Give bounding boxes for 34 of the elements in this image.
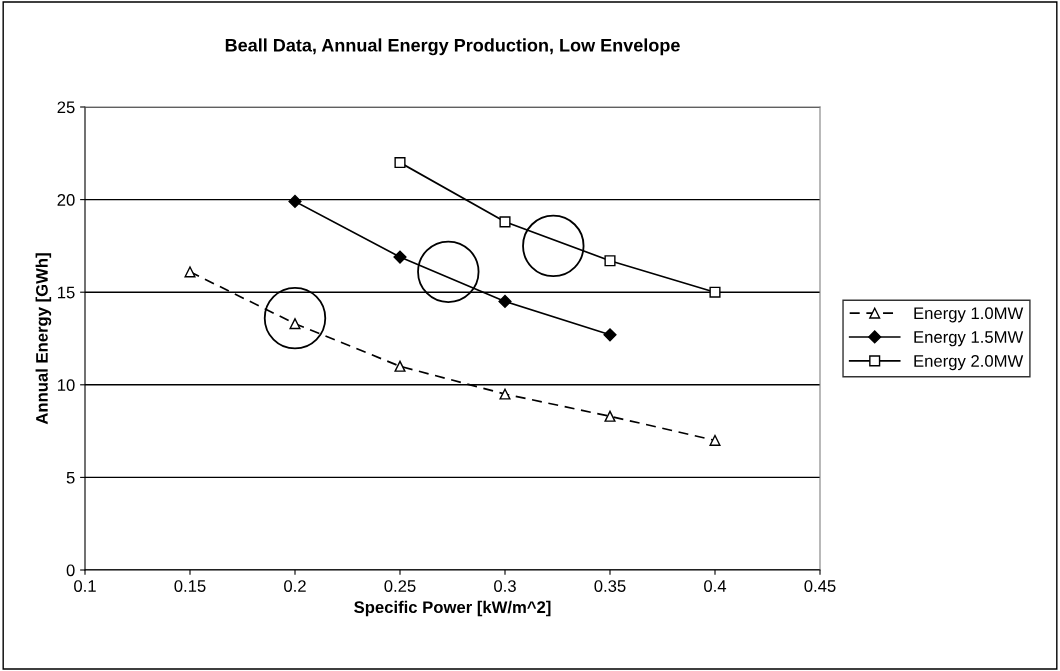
x-tick-label: 0.45: [804, 580, 836, 592]
chart-title: Beall Data, Annual Energy Production, Low Envelope: [225, 38, 680, 56]
y-tick-label: 0: [66, 564, 75, 577]
y-tick-label: 20: [57, 194, 75, 206]
legend-label: Energy 2.0MW: [914, 355, 1024, 371]
legend-label: Energy 1.0MW: [914, 307, 1024, 323]
point: [498, 294, 512, 309]
y-axis-title: Annual Energy [GWh]: [35, 253, 52, 425]
x-tick-label: 0.1: [74, 580, 96, 592]
y-tick-label: 5: [66, 471, 75, 484]
x-axis-title: Specific Power [kW/m^2]: [354, 600, 551, 617]
point: [184, 266, 196, 278]
y-tick-label: 10: [58, 379, 75, 391]
point: [709, 286, 721, 298]
point: [394, 157, 406, 169]
point: [604, 255, 616, 267]
x-tick-label: 0.2: [284, 580, 306, 592]
x-tick-label: 0.4: [704, 580, 727, 592]
y-tick-label: 15: [58, 286, 75, 299]
point: [394, 360, 406, 372]
point: [393, 250, 407, 264]
x-tick-label: 0.15: [174, 580, 206, 592]
point: [499, 216, 511, 228]
y-tick-label: 25: [57, 101, 75, 114]
legend-label: Energy 1.5MW: [914, 331, 1024, 347]
point: [603, 328, 617, 342]
point: [499, 388, 511, 400]
point: [289, 318, 301, 330]
point: [709, 434, 721, 446]
x-tick-label: 0.3: [494, 580, 516, 592]
x-tick-label: 0.35: [594, 580, 626, 592]
point: [604, 410, 616, 422]
point: [288, 194, 302, 209]
x-tick-label: 0.25: [384, 580, 416, 592]
